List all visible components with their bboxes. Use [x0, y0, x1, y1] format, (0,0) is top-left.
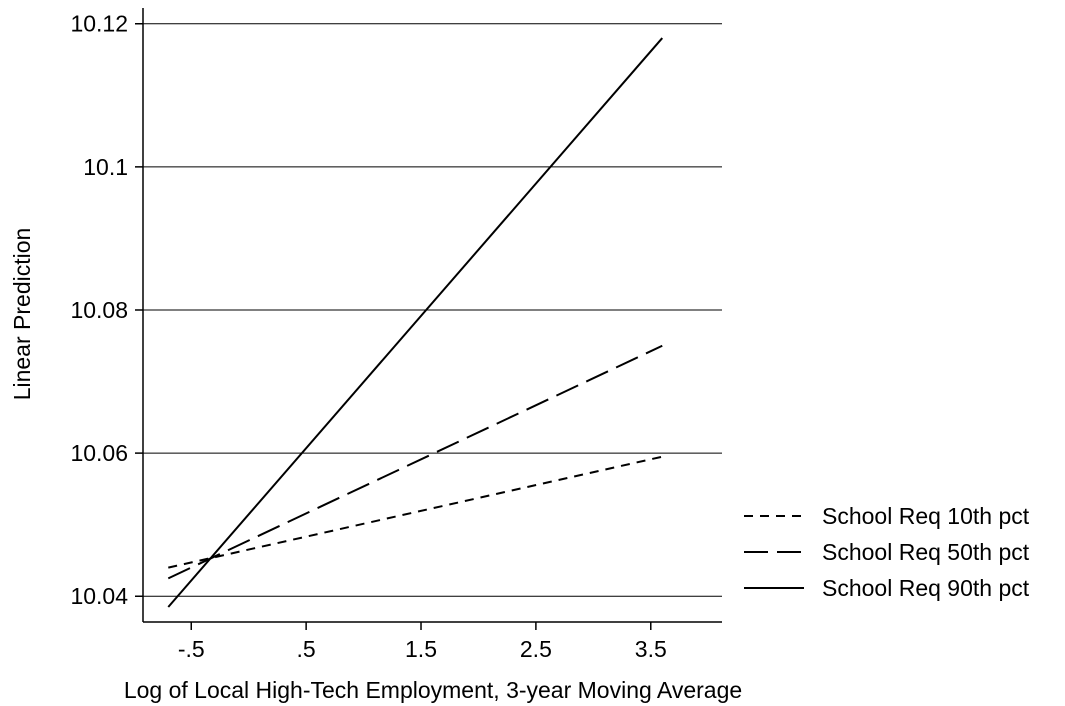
legend-item-1: School Req 10th pct	[744, 503, 1030, 529]
x-tick-label: .5	[297, 636, 316, 662]
legend-item-2: School Req 50th pct	[744, 539, 1030, 565]
y-tick-label: 10.04	[70, 583, 128, 609]
gridlines	[143, 23, 722, 597]
x-tick-label: -.5	[178, 636, 205, 662]
x-axis-label: Log of Local High-Tech Employment, 3-yea…	[124, 677, 742, 703]
legend-label: School Req 90th pct	[822, 575, 1030, 601]
legend-label: School Req 50th pct	[822, 539, 1030, 565]
series-line-2	[167, 344, 663, 580]
y-tick-label: 10.1	[83, 154, 128, 180]
series-line-1	[168, 455, 663, 569]
x-tick-label: 3.5	[635, 636, 667, 662]
tick-labels: 10.04 10.06 10.08 10.1 10.12 -.5 .5 1.5 2.5 3.5	[70, 11, 666, 662]
x-tick-label: 1.5	[405, 636, 437, 662]
y-tick-label: 10.08	[70, 297, 128, 323]
series-lines	[167, 37, 664, 608]
series-line-3	[167, 37, 664, 608]
y-axis-label: Linear Prediction	[9, 228, 35, 401]
legend-item-3: School Req 90th pct	[744, 575, 1030, 601]
legend-label: School Req 10th pct	[822, 503, 1030, 529]
legend: School Req 10th pct School Req 50th pct Sc…	[744, 503, 1030, 601]
axes	[135, 8, 722, 630]
y-tick-label: 10.06	[70, 440, 128, 466]
y-tick-label: 10.12	[70, 11, 128, 37]
x-tick-label: 2.5	[520, 636, 552, 662]
